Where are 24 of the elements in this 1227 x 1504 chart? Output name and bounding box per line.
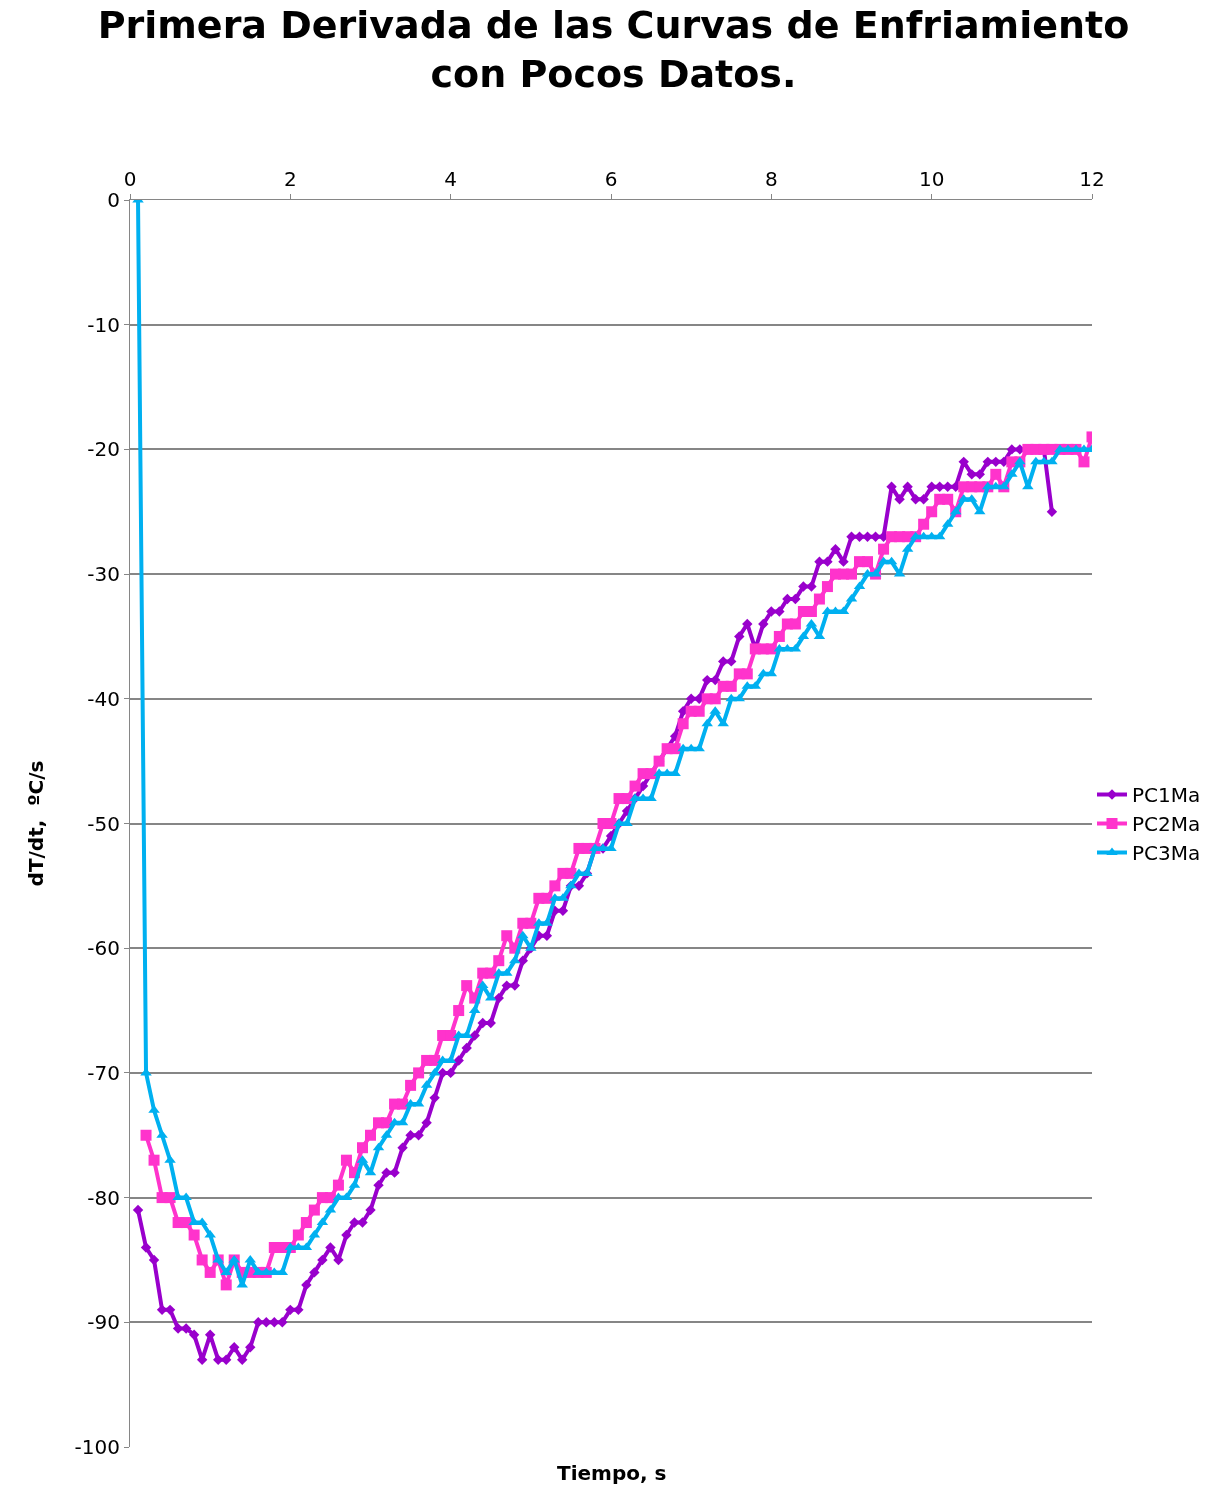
y-tick-label: -20 bbox=[87, 437, 120, 462]
x-tick-label: 12 bbox=[1079, 167, 1105, 191]
legend-label: PC2Ma bbox=[1132, 812, 1201, 837]
x-tick-label: 10 bbox=[918, 167, 945, 191]
y-tick-label: -70 bbox=[87, 1060, 120, 1085]
y-axis-title: dT/dt, ºC/s bbox=[24, 760, 49, 887]
x-axis-title: Tiempo, s bbox=[557, 1461, 667, 1485]
y-tick-label: -30 bbox=[87, 562, 120, 587]
x-tick-label: 2 bbox=[283, 167, 297, 191]
x-tick-label: 6 bbox=[604, 167, 618, 191]
chart-title: Primera Derivada de las Curvas de Enfriamiento con Pocos Datos. bbox=[97, 2, 1130, 96]
y-tick-label: -40 bbox=[87, 686, 120, 711]
x-tick-label: 0 bbox=[123, 167, 137, 191]
y-tick-label: -10 bbox=[87, 312, 120, 337]
y-tick-label: -90 bbox=[87, 1310, 120, 1335]
y-tick-label: -80 bbox=[87, 1185, 120, 1210]
x-tick-label: 4 bbox=[444, 167, 458, 191]
y-tick-label: 0 bbox=[107, 188, 120, 212]
legend-label: PC3Ma bbox=[1132, 841, 1201, 866]
y-tick-label: -100 bbox=[74, 1435, 120, 1459]
y-tick-label: -60 bbox=[87, 936, 120, 961]
x-tick-label: 8 bbox=[764, 167, 778, 191]
y-tick-label: -50 bbox=[87, 811, 120, 836]
legend-label: PC1Ma bbox=[1132, 783, 1201, 808]
